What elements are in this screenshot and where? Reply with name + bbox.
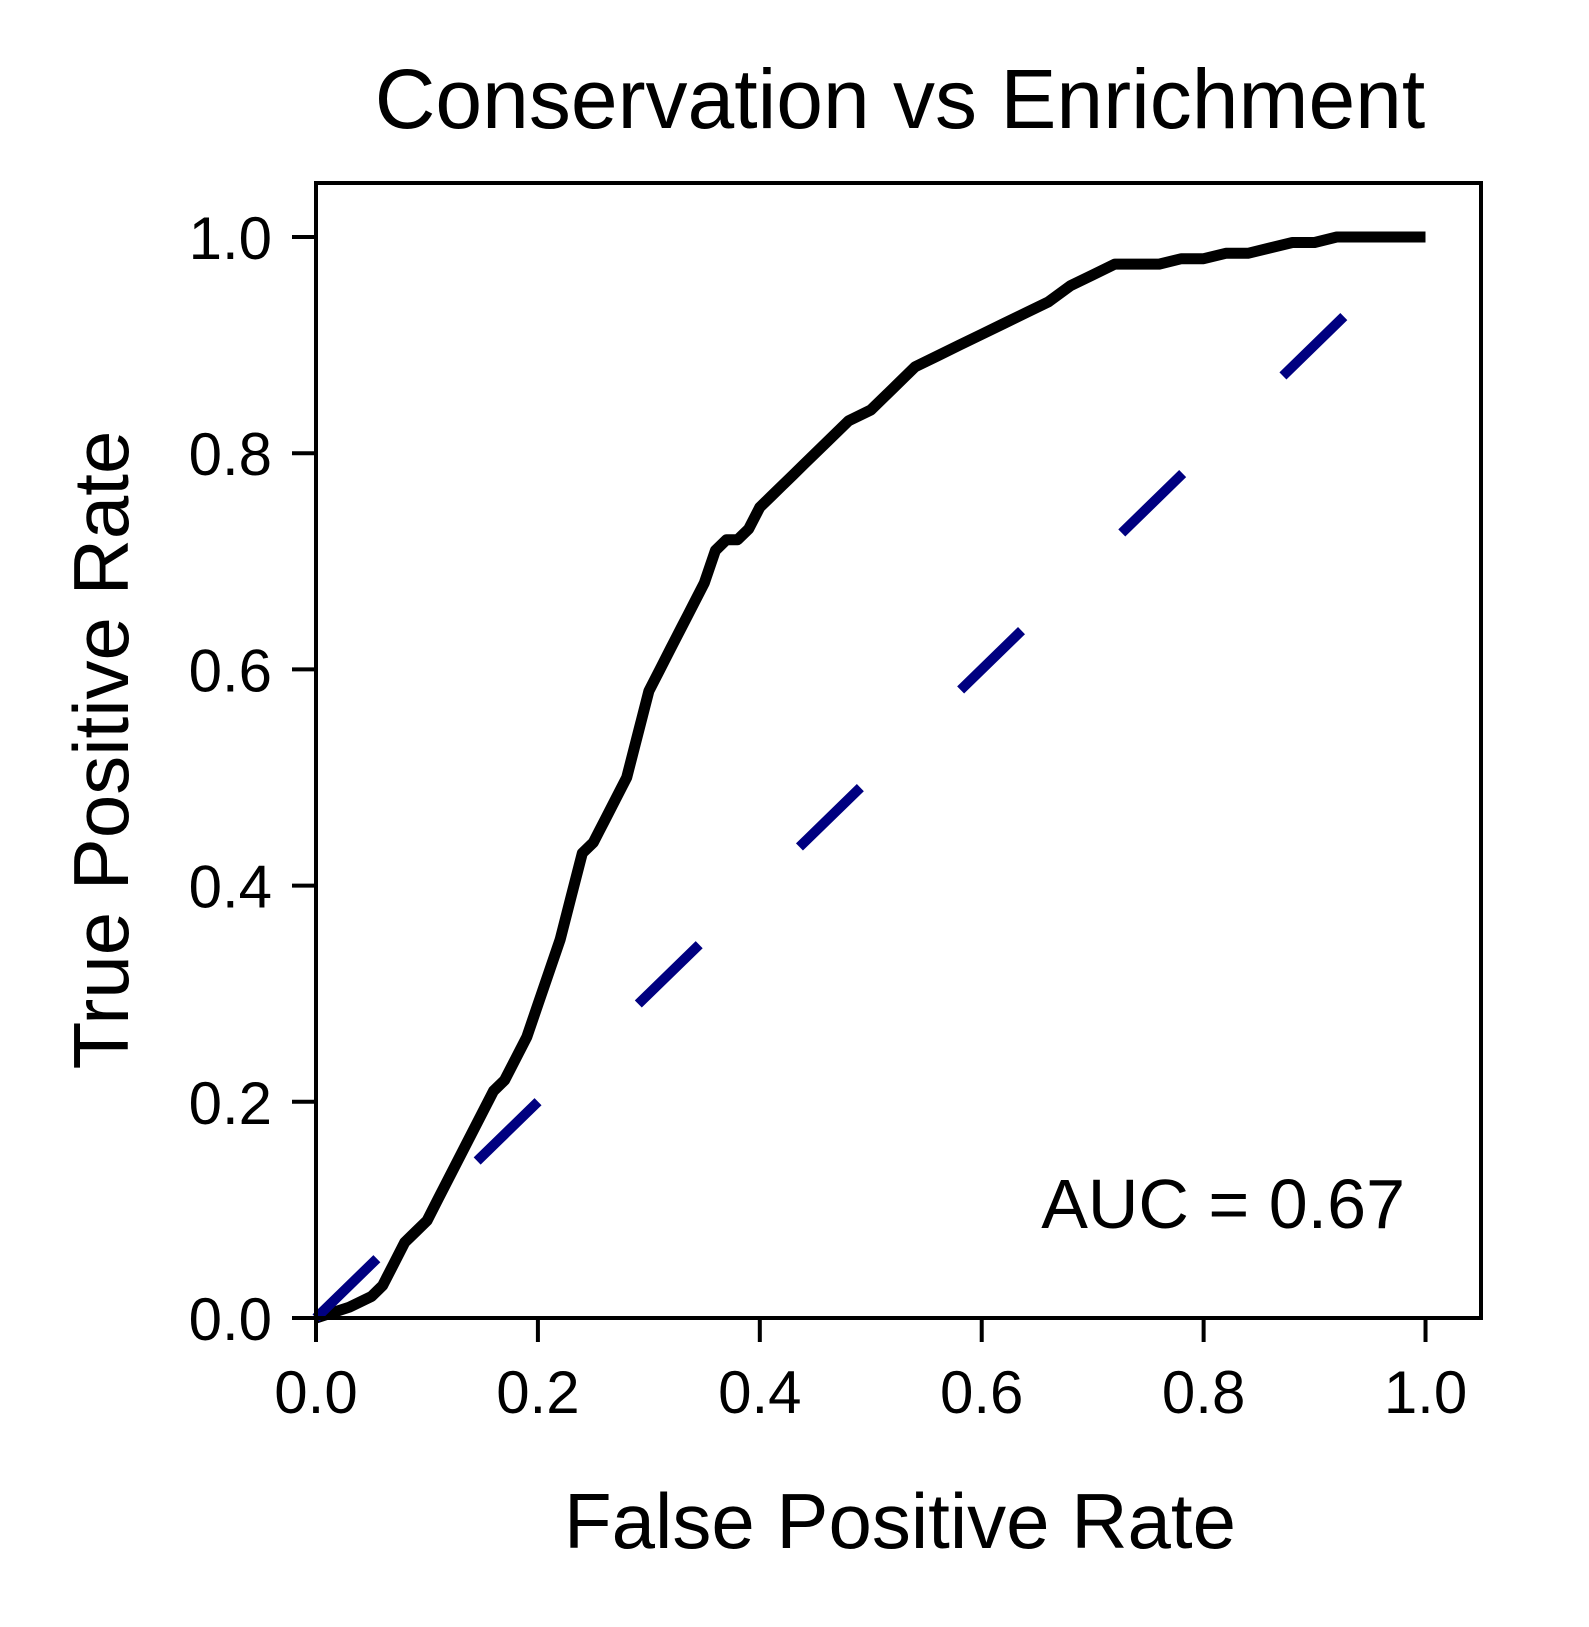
y-tick-label: 1.0	[189, 205, 272, 272]
y-tick-label: 0.2	[189, 1070, 272, 1137]
x-tick-label: 1.0	[1384, 1359, 1467, 1426]
roc-curve-line	[314, 231, 1426, 1324]
x-tick-label: 0.0	[274, 1359, 357, 1426]
x-axis-label: False Positive Rate	[564, 1477, 1236, 1565]
y-axis-label: True Positive Rate	[57, 431, 145, 1070]
axis-ticks: 0.0 0.2 0.4 0.6 0.8 1.0 0.0 0.2 0.4 0.6 0.8 1.0	[189, 205, 1468, 1426]
x-tick-label: 0.6	[940, 1359, 1023, 1426]
y-tick-label: 0.4	[189, 854, 272, 921]
x-tick-label: 0.8	[1162, 1359, 1245, 1426]
y-tick-label: 0.0	[189, 1286, 272, 1353]
chart-title: Conservation vs Enrichment	[375, 52, 1425, 146]
plot-series	[312, 231, 1429, 1324]
plot-frame	[314, 181, 1483, 1320]
y-tick-label: 0.8	[189, 421, 272, 488]
y-tick-label: 0.6	[189, 637, 272, 704]
chance-diagonal-line	[312, 233, 1429, 1322]
x-tick-label: 0.2	[496, 1359, 579, 1426]
auc-annotation: AUC = 0.67	[1041, 1165, 1405, 1243]
x-tick-label: 0.4	[718, 1359, 801, 1426]
